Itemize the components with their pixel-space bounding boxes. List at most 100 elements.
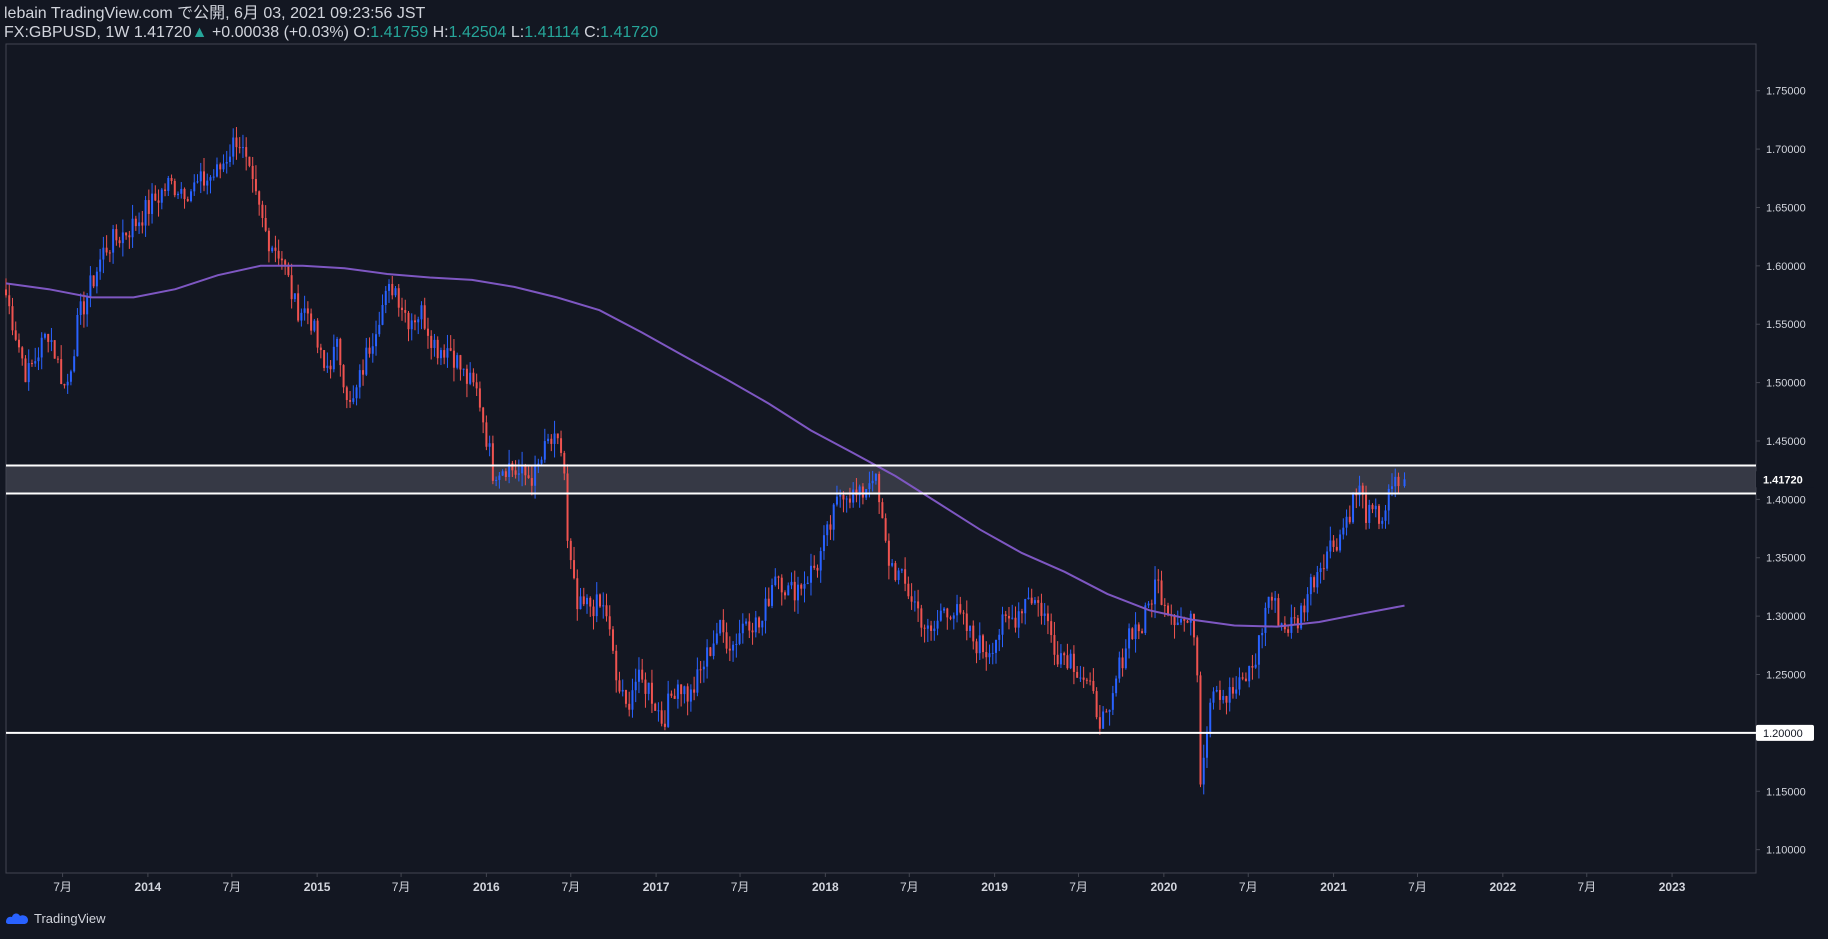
candle-up [1017,602,1020,639]
candle-body [1261,632,1264,636]
candle-up [37,347,40,371]
change-text: +0.00038 (+0.03%) [211,24,349,41]
candle-down [949,615,952,621]
candle-up [27,349,30,391]
candle-up [553,420,556,458]
candle-body [66,381,69,386]
candle-body [758,617,761,628]
candle-body [702,666,705,670]
candle-down [407,310,410,342]
candle-down [56,356,59,364]
candle-body [449,348,452,351]
candle-up [420,301,423,330]
moving-average-line [5,264,1405,628]
candle-body [300,312,303,321]
candle-body [235,137,238,148]
candle-body [732,644,735,651]
candle-up [355,384,358,406]
candle-up [375,320,378,356]
candle-up [1403,472,1406,488]
candle-body [102,247,105,260]
candle-down [793,570,796,612]
candle-down [1072,645,1075,685]
candle-up [232,128,235,165]
candle-up [433,333,436,357]
time-tick-label: 2020 [1151,880,1178,894]
candle-up [956,594,959,623]
candle-up [1118,651,1121,683]
candle-down [475,373,478,397]
candle-up [832,503,835,541]
candle-body [800,584,803,589]
candle-up [40,332,43,370]
price-axis[interactable]: 1.10000 1.15000 1.20000 1.25000 1.30000 1.350… [1756,86,1806,857]
candle-body [965,613,968,631]
candle-down [254,165,257,195]
time-axis[interactable]: 7月 2014 7月 2015 7月 2016 7月 2017 7月 2018 7月 2019 7月 20… [53,873,1686,894]
candle-body [654,703,657,711]
candle-body [777,576,780,578]
candle-up [508,449,511,484]
candle-body [141,222,144,226]
candle-up [1215,685,1218,693]
candle-up [1267,596,1270,614]
candle-up [384,286,387,314]
candle-body [1053,635,1056,655]
candle-body [1137,624,1140,632]
candle-body [959,604,962,613]
candle-body [504,471,507,477]
candle-body [1238,677,1241,690]
candle-body [1348,516,1351,523]
footer-logo[interactable]: TradingView [4,910,106,926]
candle-down [530,465,533,496]
candle-body [378,324,381,335]
candle-body [764,598,767,621]
candle-layer [5,126,1406,795]
candle-body [881,502,884,519]
candle-body [784,592,787,596]
candle-down [728,636,731,662]
candle-down [1348,505,1351,525]
candle-up [803,571,806,603]
candle-body [1167,605,1170,616]
candle-up [852,482,855,508]
candle-up [102,236,105,274]
price-tick-label: 1.75000 [1766,86,1806,98]
candle-up [1384,504,1387,529]
candle-body [1384,510,1387,521]
candle-up [225,150,228,174]
price-chart[interactable]: 1.10000 1.15000 1.20000 1.25000 1.30000 1.350… [0,0,1828,905]
candle-body [423,305,426,329]
candle-body [573,560,576,579]
candle-up [388,279,391,303]
candle-down [235,126,238,160]
candle-body [1202,757,1205,785]
candle-body [641,669,644,680]
candle-up [1176,610,1179,626]
candle-down [1173,613,1176,639]
candle-down [248,156,251,168]
candle-up [1134,612,1137,653]
candle-body [517,473,520,475]
high-value: 1.42504 [448,24,507,41]
candle-body [232,137,235,157]
candle-body [1212,691,1215,703]
candle-down [663,710,666,731]
candle-body [832,504,835,530]
chart-header: lebain TradingView.com で公開, 6月 03, 2021 … [4,4,658,42]
candle-body [193,182,196,192]
candle-down [975,638,978,664]
candle-body [167,178,170,191]
candle-up [1368,499,1371,529]
candle-down [1199,671,1202,788]
candle-body [160,189,163,203]
symbol-text: FX:GBPUSD, 1W [4,24,130,41]
candle-down [1361,482,1364,509]
candle-body [1374,505,1377,510]
time-tick-label: 2018 [812,880,839,894]
candle-up [547,433,550,444]
candle-body [1147,603,1150,606]
candle-body [345,387,348,401]
candle-body [469,372,472,384]
candle-body [1141,631,1144,633]
